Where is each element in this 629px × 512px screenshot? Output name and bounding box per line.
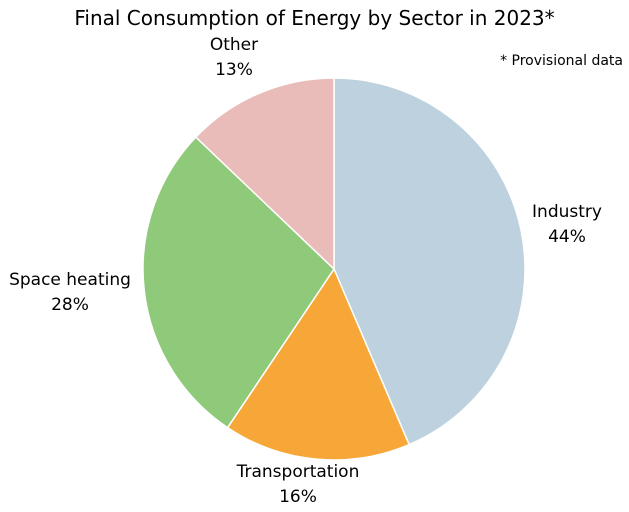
chart-title: Final Consumption of Energy by Sector in…	[74, 6, 555, 30]
slice-label-other: Other	[210, 35, 258, 55]
pie-slice-other	[194, 77, 335, 271]
pie-slice-space-heating	[142, 136, 335, 429]
slice-value-transportation: 16%	[279, 487, 317, 507]
slice-value-space-heating: 28%	[51, 295, 89, 315]
provisional-data-note: * Provisional data	[500, 53, 623, 69]
pie-labels: Industry 44% Transportation 16% Space heatin…	[9, 35, 602, 507]
slice-label-space-heating: Space heating	[9, 270, 131, 290]
slice-label-transportation: Transportation	[236, 462, 360, 482]
pie-slice-industry	[333, 77, 526, 446]
slice-value-industry: 44%	[548, 227, 586, 247]
slice-label-industry: Industry	[532, 202, 602, 222]
pie-slice-transportation	[226, 267, 411, 461]
slice-value-other: 13%	[215, 60, 253, 80]
pie-slices	[142, 77, 526, 461]
